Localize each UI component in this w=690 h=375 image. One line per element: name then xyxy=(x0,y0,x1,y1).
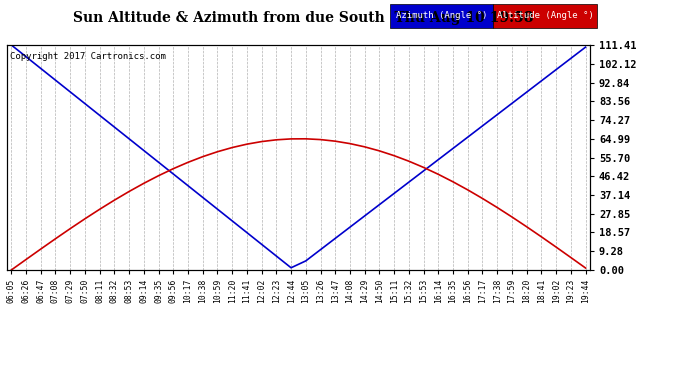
Text: Copyright 2017 Cartronics.com: Copyright 2017 Cartronics.com xyxy=(10,52,166,61)
Text: Sun Altitude & Azimuth from due South  Thu Aug 10 19:58: Sun Altitude & Azimuth from due South Th… xyxy=(73,11,534,25)
Text: Altitude (Angle °): Altitude (Angle °) xyxy=(497,12,593,20)
Text: Azimuth (Angle °): Azimuth (Angle °) xyxy=(396,12,487,20)
